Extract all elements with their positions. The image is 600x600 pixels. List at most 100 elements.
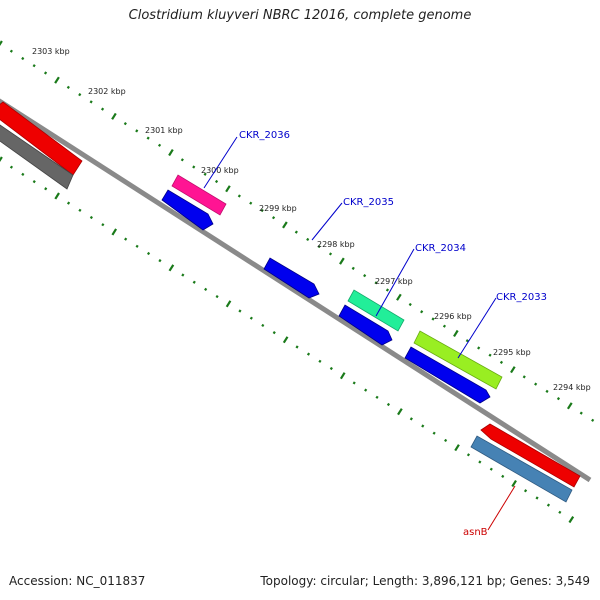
gene-asnb[interactable] bbox=[480, 423, 581, 488]
tick-major bbox=[54, 192, 60, 200]
tick-minor bbox=[328, 252, 333, 256]
tick-minor bbox=[43, 71, 48, 75]
tick-label-2303: 2303 kbp bbox=[32, 47, 70, 56]
tick-marks-outer bbox=[0, 40, 595, 422]
leader-ckr-2034 bbox=[375, 248, 415, 317]
tick-minor bbox=[249, 316, 253, 320]
red-feature-upper-left[interactable] bbox=[0, 101, 83, 176]
cds-blue-2[interactable] bbox=[263, 257, 320, 299]
tick-major bbox=[282, 221, 288, 229]
tick-minor bbox=[237, 194, 241, 198]
tick-major bbox=[0, 156, 3, 163]
tick-minor bbox=[374, 281, 378, 285]
cds-blue-3[interactable] bbox=[338, 304, 393, 346]
tick-minor bbox=[238, 309, 242, 313]
tick-minor bbox=[488, 353, 492, 357]
tick-minor bbox=[135, 244, 139, 248]
feature-labels: CKR_2036 CKR_2035 CKR_2034 CKR_2033 asnB bbox=[239, 130, 547, 538]
leader-asnb bbox=[487, 485, 516, 531]
tick-minor bbox=[294, 230, 298, 234]
tick-minor bbox=[306, 237, 310, 241]
tick-minor bbox=[192, 280, 196, 284]
tick-label-2295: 2295 kbp bbox=[493, 348, 531, 357]
label-ckr-2034[interactable]: CKR_2034 bbox=[415, 243, 466, 254]
tick-minor bbox=[431, 317, 435, 321]
tick-minor bbox=[329, 366, 333, 371]
tick-major bbox=[111, 112, 117, 120]
tick-minor bbox=[32, 64, 36, 68]
tick-minor bbox=[522, 375, 526, 379]
label-leaders bbox=[203, 136, 516, 531]
gene-ckr-2034[interactable] bbox=[413, 330, 503, 390]
tick-major bbox=[54, 76, 60, 84]
gene-ckr-2035[interactable] bbox=[347, 289, 405, 332]
label-ckr-2033[interactable]: CKR_2033 bbox=[496, 292, 547, 303]
tick-major bbox=[339, 372, 346, 380]
tick-minor bbox=[318, 359, 322, 363]
map-title: Clostridium kluyveri NBRC 12016, complet… bbox=[128, 8, 472, 23]
cds-blue-1[interactable] bbox=[161, 189, 214, 231]
tick-minor bbox=[385, 288, 390, 292]
tick-minor bbox=[123, 122, 127, 126]
tick-minor bbox=[306, 352, 311, 356]
tick-minor bbox=[409, 417, 413, 421]
gray-feature-upper-left[interactable] bbox=[0, 124, 74, 190]
leader-ckr-2036 bbox=[203, 136, 238, 189]
tick-minor bbox=[579, 411, 583, 415]
tick-minor bbox=[180, 158, 184, 162]
tick-minor bbox=[192, 165, 196, 169]
tick-label-2296: 2296 kbp bbox=[434, 312, 472, 321]
tick-minor bbox=[386, 402, 391, 407]
tick-label-2298: 2298 kbp bbox=[317, 240, 355, 249]
tick-major bbox=[225, 300, 232, 308]
tick-minor bbox=[146, 251, 151, 256]
genome-summary-text: Topology: circular; Length: 3,896,121 bp… bbox=[260, 574, 590, 588]
tick-minor bbox=[363, 274, 367, 278]
tick-minor bbox=[21, 56, 25, 61]
tick-major bbox=[225, 185, 231, 193]
tick-minor bbox=[271, 216, 276, 220]
tick-label-2302: 2302 kbp bbox=[88, 87, 126, 96]
tick-major bbox=[339, 257, 345, 265]
tick-minor bbox=[489, 467, 493, 471]
tick-minor bbox=[78, 208, 82, 212]
tick-minor bbox=[556, 397, 561, 401]
tick-minor bbox=[44, 187, 48, 191]
tick-minor bbox=[295, 345, 299, 349]
tick-minor bbox=[501, 474, 505, 478]
tick-label-2301: 2301 kbp bbox=[145, 126, 183, 135]
tick-minor bbox=[477, 346, 481, 350]
tick-minor bbox=[421, 424, 425, 428]
tick-minor bbox=[89, 215, 93, 220]
tick-minor bbox=[215, 295, 219, 299]
tick-label-2294: 2294 kbp bbox=[553, 383, 591, 392]
tick-minor bbox=[157, 143, 162, 147]
cds-blue-4[interactable] bbox=[404, 346, 491, 404]
label-ckr-2035[interactable]: CKR_2035 bbox=[343, 197, 394, 208]
tick-minor bbox=[465, 339, 469, 343]
tick-minor bbox=[100, 107, 105, 111]
tick-minor bbox=[9, 49, 13, 53]
label-ckr-2036[interactable]: CKR_2036 bbox=[239, 130, 290, 141]
tick-minor bbox=[364, 388, 368, 392]
tick-major bbox=[168, 264, 175, 272]
tick-minor bbox=[9, 165, 14, 169]
tick-minor bbox=[101, 223, 105, 227]
tick-major bbox=[453, 329, 459, 337]
tick-minor bbox=[523, 489, 528, 493]
tick-minor bbox=[432, 431, 436, 435]
leader-ckr-2033 bbox=[457, 297, 497, 359]
tick-label-2297: 2297 kbp bbox=[375, 277, 413, 286]
gene-ckr-2036[interactable] bbox=[171, 174, 227, 216]
accession-text: Accession: NC_011837 bbox=[9, 574, 146, 588]
tick-major bbox=[511, 480, 517, 488]
tick-minor bbox=[66, 201, 71, 205]
tick-minor bbox=[420, 310, 424, 314]
tick-minor bbox=[260, 208, 264, 213]
tick-major bbox=[510, 366, 516, 374]
label-asnb[interactable]: asnB bbox=[463, 527, 488, 538]
tick-minor bbox=[249, 201, 253, 205]
tick-minor bbox=[146, 136, 150, 140]
cds-steelblue[interactable] bbox=[470, 435, 573, 503]
